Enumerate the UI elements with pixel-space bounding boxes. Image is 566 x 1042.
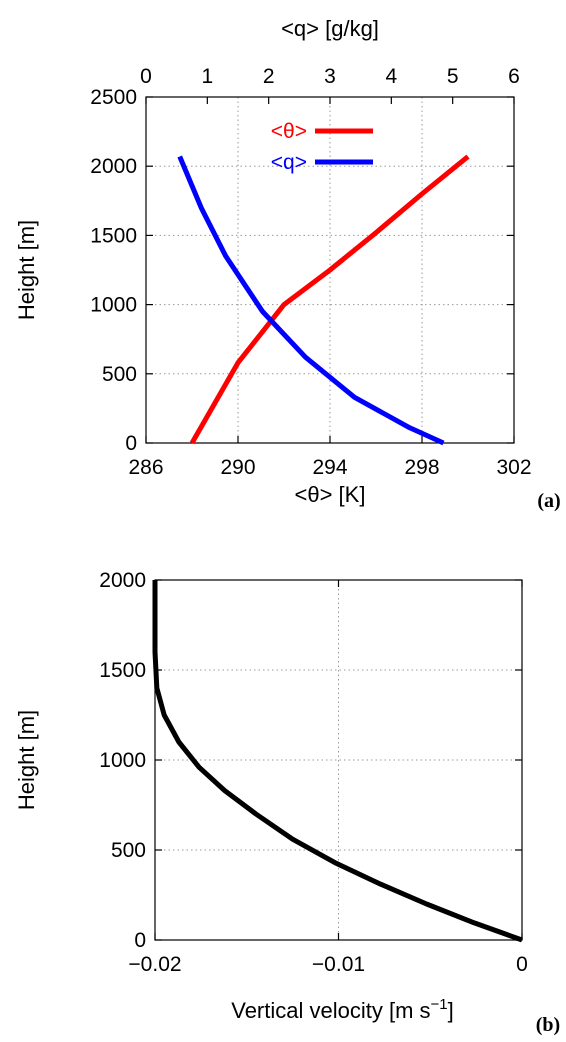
chart-a: 286 290 294 298 302 0 1 2 3 4 5 6 0 500 1000 1500 2000 25… — [14, 16, 561, 512]
y-tick-label: 1500 — [99, 659, 146, 682]
x-tick-label-bottom: 298 — [404, 456, 439, 479]
y-tick-label: 2000 — [99, 569, 146, 592]
x-tick-label-top: 0 — [140, 65, 152, 88]
y-tick-label: 2500 — [90, 86, 137, 109]
y-tick-label: 1000 — [90, 294, 137, 317]
y-tick-label: 1000 — [99, 749, 146, 772]
x-tick-label-bottom: 290 — [220, 456, 255, 479]
x-tick-label-top: 5 — [447, 65, 459, 88]
y-tick-label: 2000 — [90, 155, 137, 178]
x-tick-label-top: 2 — [263, 65, 275, 88]
y-tick-label: 0 — [134, 929, 146, 952]
x-tick-label-bottom: 286 — [128, 456, 163, 479]
x-axis-label-end: ] — [448, 998, 454, 1023]
y-tick-label: 500 — [102, 363, 137, 386]
y-tick-label: 0 — [125, 432, 137, 455]
x-axis-label-main: Vertical velocity [m s — [231, 998, 430, 1023]
chart-b: −0.02 −0.01 0 0 500 1000 1500 2000 Vertical velo… — [14, 569, 560, 1036]
series-line-q — [177, 155, 445, 446]
x-axis-label-superscript: −1 — [431, 996, 448, 1013]
plot-frame — [154, 579, 523, 941]
panel-label-b: (b) — [536, 1014, 560, 1036]
x-tick-label-bottom: 302 — [496, 456, 531, 479]
panel-label-a: (a) — [537, 490, 560, 512]
x-tick-label-top: 3 — [324, 65, 336, 88]
x-tick-label: −0.02 — [128, 953, 181, 976]
x-axis-label-top: <q> [g/kg] — [281, 16, 379, 41]
y-tick-label: 500 — [111, 839, 146, 862]
plot-frame — [145, 96, 515, 444]
y-axis-label: Height [m] — [14, 710, 39, 810]
x-tick-label: −0.01 — [312, 953, 365, 976]
x-tick-label-top: 4 — [385, 65, 397, 88]
x-tick-label-top: 6 — [508, 65, 520, 88]
y-axis-label: Height [m] — [14, 220, 39, 320]
series-line-theta — [189, 154, 470, 445]
y-tick-label: 1500 — [90, 224, 137, 247]
x-axis-label: Vertical velocity [m s−1] — [231, 996, 454, 1023]
series-line-velocity — [152, 580, 523, 943]
legend-label: <q> — [271, 151, 307, 174]
x-axis-label-bottom: <θ> [K] — [295, 482, 366, 507]
x-tick-label: 0 — [516, 953, 528, 976]
x-tick-label-bottom: 294 — [312, 456, 347, 479]
legend-label: <θ> — [271, 120, 307, 143]
x-tick-label-top: 1 — [201, 65, 213, 88]
